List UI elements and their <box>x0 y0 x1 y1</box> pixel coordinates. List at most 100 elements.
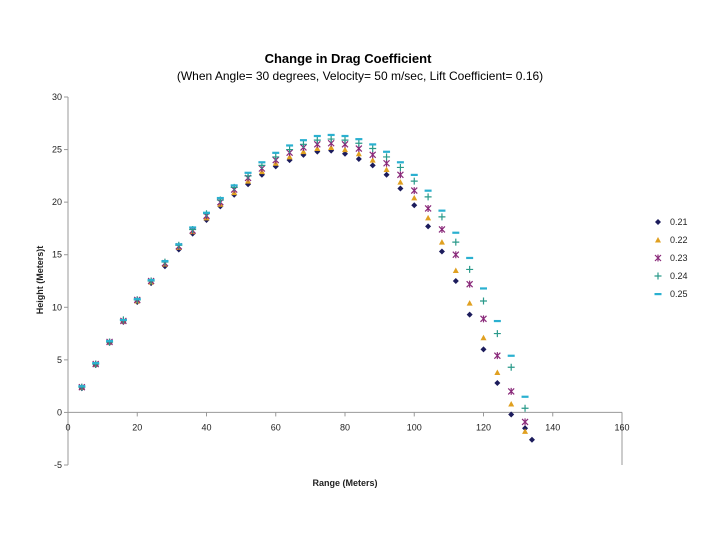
data-point <box>466 265 474 273</box>
data-point <box>425 214 432 221</box>
data-point <box>397 179 404 185</box>
data-point <box>424 193 432 201</box>
series-0-24 <box>78 135 529 412</box>
data-point <box>355 156 362 163</box>
data-point <box>369 162 376 169</box>
data-point <box>438 225 446 233</box>
data-point <box>410 177 418 185</box>
data-point <box>327 133 335 137</box>
data-point <box>328 144 335 150</box>
data-point <box>286 153 293 160</box>
data-point <box>411 194 418 201</box>
y-tick-label: -5 <box>54 460 62 470</box>
x-tick-label: 60 <box>271 422 281 432</box>
data-point <box>507 354 515 357</box>
data-point <box>216 196 224 200</box>
data-point <box>203 211 210 214</box>
legend-entry-label: 0.23 <box>670 253 688 263</box>
data-point <box>411 202 418 209</box>
series-0-21 <box>78 147 535 443</box>
data-point <box>299 139 307 142</box>
data-point <box>522 428 529 434</box>
data-point <box>383 150 391 153</box>
data-point <box>369 143 377 146</box>
data-point <box>369 157 376 163</box>
data-point <box>508 411 515 418</box>
data-point <box>493 330 501 338</box>
data-point <box>452 278 459 284</box>
data-point <box>493 319 501 323</box>
data-point <box>521 395 529 398</box>
legend-marker <box>655 219 661 225</box>
data-point <box>342 146 348 153</box>
legend-entry-label: 0.21 <box>670 217 688 227</box>
data-point <box>494 379 501 386</box>
data-point <box>175 243 183 246</box>
legend: 0.21 0.22 0.23 0.24 0.25 <box>654 217 688 299</box>
data-point <box>369 145 377 153</box>
data-point <box>355 139 363 147</box>
data-point <box>397 185 404 192</box>
legend-entry-label: 0.24 <box>670 271 688 281</box>
data-point <box>507 363 515 371</box>
data-point <box>355 150 362 157</box>
data-point <box>286 144 294 147</box>
data-point <box>383 166 390 173</box>
data-point <box>230 184 238 187</box>
data-point <box>272 153 280 161</box>
y-tick-label: 30 <box>52 92 62 102</box>
data-point <box>119 318 127 322</box>
data-point <box>521 404 529 412</box>
data-point <box>369 151 377 159</box>
data-point <box>341 136 349 144</box>
data-point <box>383 171 390 178</box>
data-point <box>452 267 459 273</box>
data-point <box>106 339 114 343</box>
data-point <box>92 362 100 365</box>
data-point <box>425 223 432 230</box>
data-point <box>78 385 86 388</box>
data-point <box>396 171 404 179</box>
series-0-22 <box>78 144 529 434</box>
data-point <box>521 418 529 426</box>
data-point <box>528 436 535 443</box>
x-tick-label: 100 <box>407 422 422 432</box>
data-point <box>424 204 432 212</box>
chart-title: Change in Drag Coefficient <box>265 51 433 66</box>
data-point <box>522 425 529 432</box>
y-tick-label: 25 <box>52 145 62 155</box>
x-tick-label: 120 <box>476 422 491 432</box>
data-point <box>300 148 307 155</box>
legend-marker <box>655 237 661 243</box>
data-point <box>355 138 363 141</box>
data-point <box>438 209 446 212</box>
data-point <box>424 189 432 192</box>
x-axis-label: Range (Meters) <box>312 478 377 488</box>
y-tick-label: 0 <box>57 407 62 417</box>
data-point <box>410 173 418 177</box>
data-point <box>466 300 473 306</box>
data-point <box>258 161 266 164</box>
y-axis-label: Height (Meters)t <box>35 246 45 315</box>
x-tick-label: 0 <box>65 422 70 432</box>
y-tick-label: 10 <box>52 302 62 312</box>
x-axis-ticks: 0 20 40 60 80 100 120 140 160 <box>65 412 630 432</box>
data-point <box>438 248 445 255</box>
legend-entry-label: 0.22 <box>670 235 688 245</box>
data-point <box>327 135 335 143</box>
data-point <box>410 187 418 195</box>
data-point <box>480 346 487 353</box>
y-tick-label: 20 <box>52 197 62 207</box>
data-point <box>133 297 141 301</box>
data-point <box>493 352 501 360</box>
legend-entry-label: 0.25 <box>670 289 688 299</box>
data-point <box>244 171 252 174</box>
data-point <box>383 153 391 161</box>
data-point <box>161 260 169 263</box>
x-tick-label: 40 <box>201 422 211 432</box>
legend-marker <box>654 293 662 296</box>
series-0-25 <box>78 133 529 398</box>
data-point <box>396 161 404 164</box>
series-0-23 <box>78 139 529 426</box>
